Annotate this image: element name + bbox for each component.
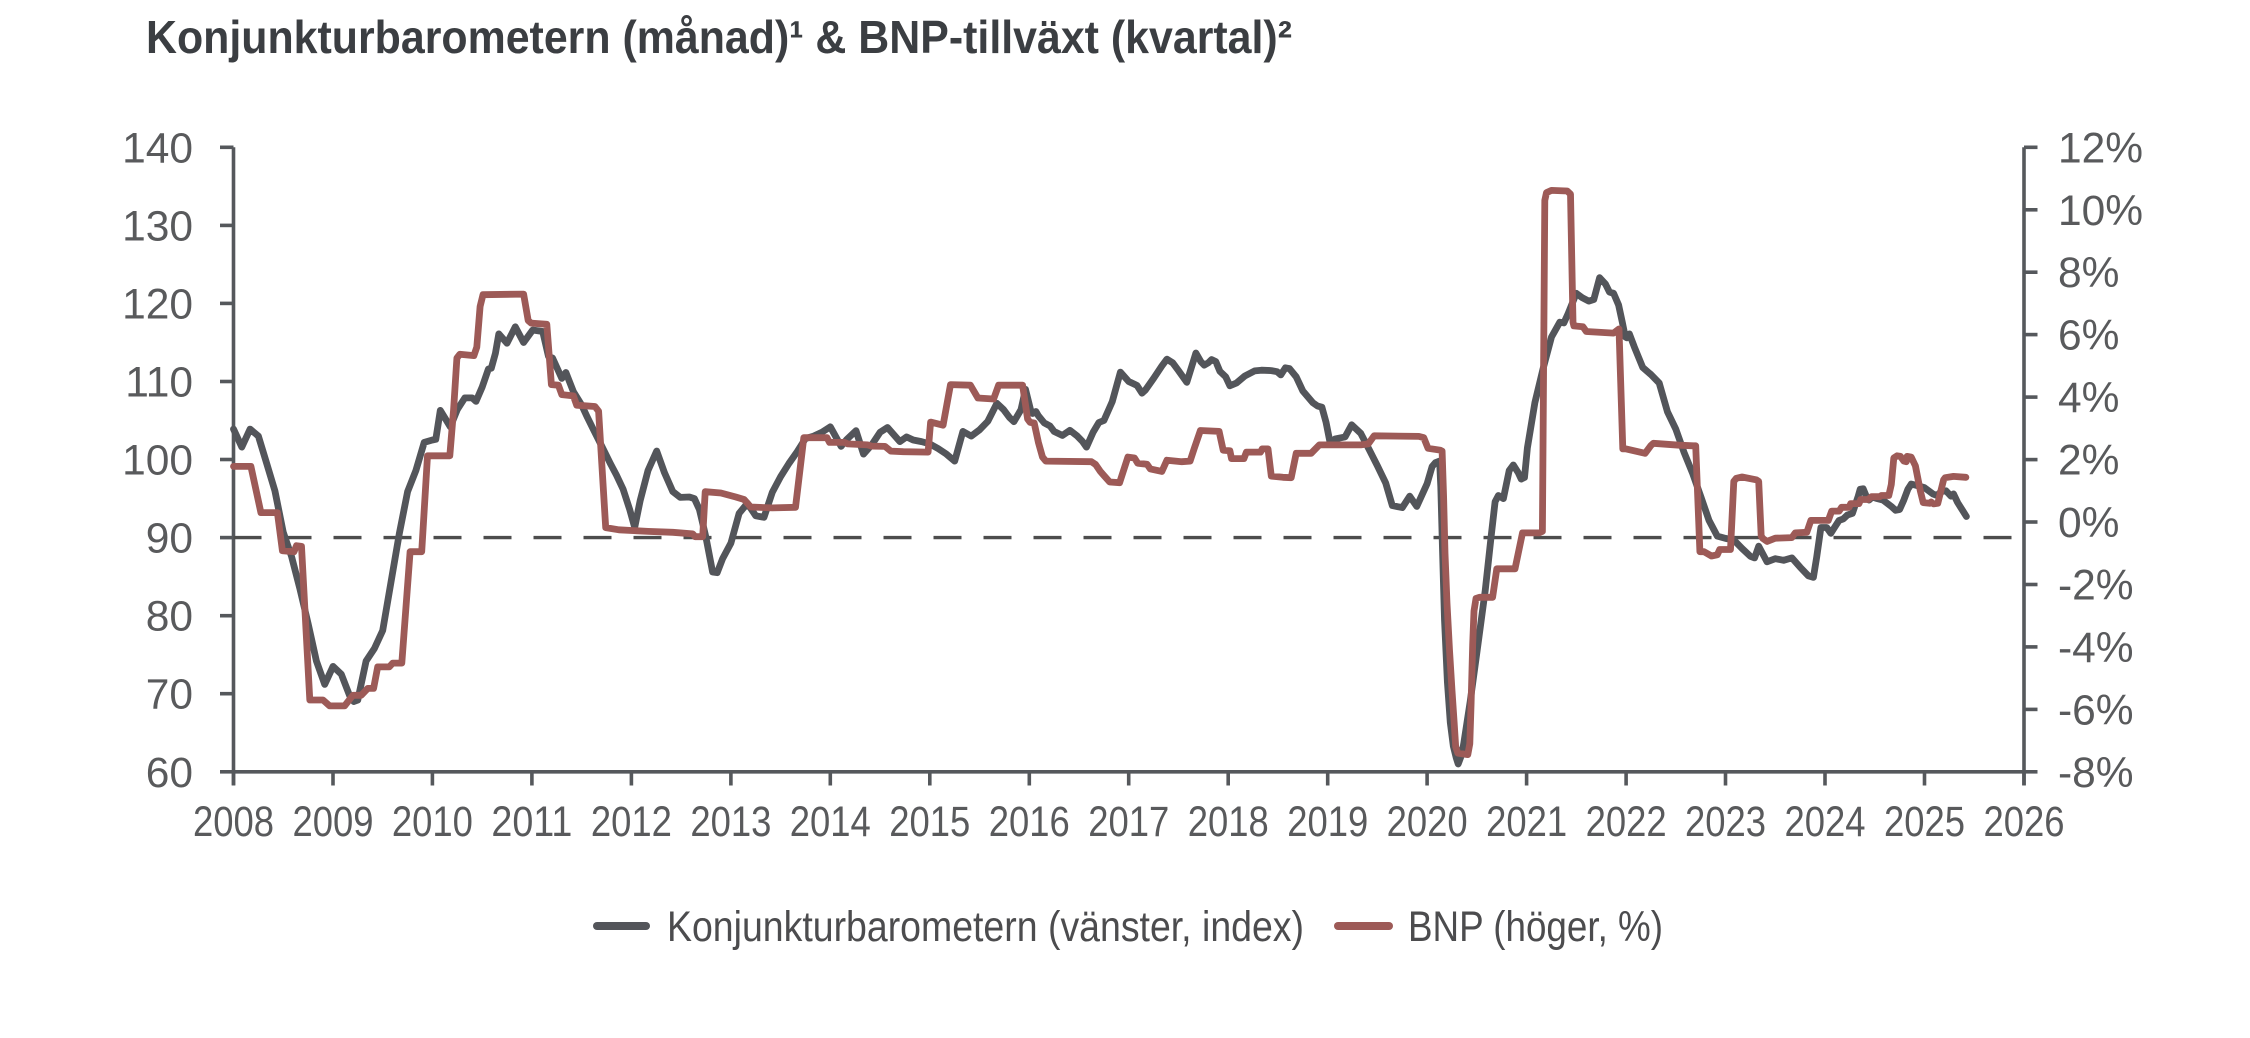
svg-text:2010: 2010 [392,799,473,846]
svg-text:-2%: -2% [2058,563,2134,610]
svg-text:2009: 2009 [293,799,374,846]
svg-text:12%: 12% [2058,125,2143,172]
svg-text:90: 90 [146,516,193,563]
svg-text:2012: 2012 [591,799,672,846]
svg-text:2013: 2013 [690,799,771,846]
svg-text:4%: 4% [2058,375,2119,422]
svg-text:110: 110 [125,360,193,407]
svg-text:2026: 2026 [1984,799,2065,846]
svg-text:60: 60 [146,750,193,797]
svg-text:BNP (höger, %): BNP (höger, %) [1408,904,1663,951]
svg-text:2020: 2020 [1387,799,1468,846]
svg-text:-6%: -6% [2058,687,2134,734]
svg-text:Konjunkturbarometern (vänster,: Konjunkturbarometern (vänster, index) [667,904,1304,951]
svg-text:2011: 2011 [491,799,572,846]
svg-text:-8%: -8% [2058,750,2134,797]
svg-text:2008: 2008 [193,799,274,846]
svg-text:2025: 2025 [1884,799,1965,846]
svg-text:2022: 2022 [1586,799,1667,846]
svg-text:2018: 2018 [1188,799,1269,846]
svg-text:120: 120 [122,281,193,328]
svg-text:2023: 2023 [1685,799,1766,846]
svg-text:140: 140 [122,125,193,172]
svg-text:2015: 2015 [889,799,970,846]
svg-text:-4%: -4% [2058,625,2134,672]
svg-text:2016: 2016 [989,799,1070,846]
svg-text:130: 130 [122,203,193,250]
svg-text:2021: 2021 [1486,799,1567,846]
svg-text:0%: 0% [2058,500,2119,547]
svg-text:2024: 2024 [1785,799,1866,846]
svg-text:8%: 8% [2058,250,2119,297]
svg-text:100: 100 [122,438,193,485]
svg-text:2017: 2017 [1088,799,1169,846]
svg-text:Konjunkturbarometern (månad)¹: Konjunkturbarometern (månad)¹ & BNP-till… [146,11,1292,63]
svg-text:10%: 10% [2058,188,2143,235]
svg-text:6%: 6% [2058,313,2119,360]
svg-text:70: 70 [146,672,193,719]
svg-text:2014: 2014 [790,799,871,846]
svg-text:80: 80 [146,594,193,641]
svg-text:2%: 2% [2058,438,2119,485]
svg-text:2019: 2019 [1287,799,1368,846]
